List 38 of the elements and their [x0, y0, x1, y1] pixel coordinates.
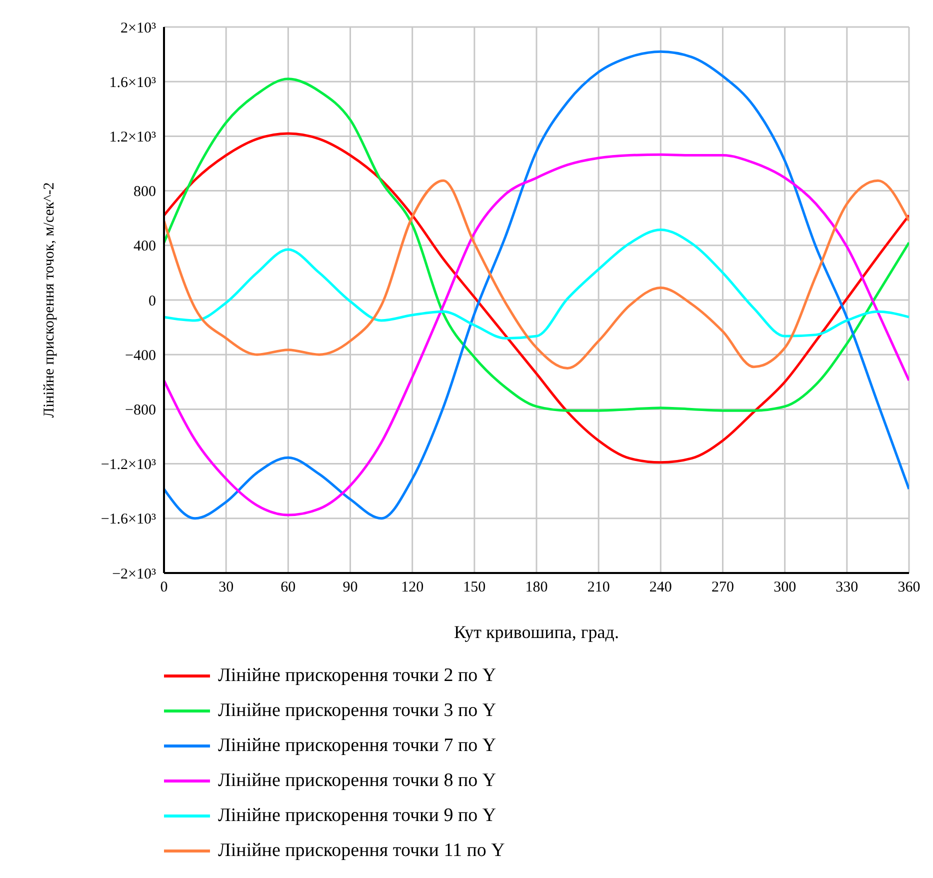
legend-label: Лінійне прискорення точки 9 по Y	[218, 804, 496, 826]
y-tick-label: 1.6×10³	[109, 74, 156, 91]
x-axis-title: Кут кривошипа, град.	[454, 622, 619, 642]
x-tick-label: 210	[587, 580, 610, 596]
line-series	[164, 50, 909, 520]
x-tick-label: 330	[836, 580, 858, 596]
y-tick-label: −2×10³	[112, 566, 156, 582]
y-tick-label: 400	[134, 238, 156, 255]
x-tick-label: 270	[712, 580, 734, 596]
y-tick-label: 800	[134, 184, 156, 200]
x-tick-label: 0	[160, 580, 168, 596]
x-tick-label: 150	[463, 580, 486, 596]
x-tick-label: 60	[280, 580, 296, 596]
line-series	[164, 228, 909, 340]
x-tick-label: 120	[401, 580, 424, 596]
legend-label: Лінійне прискорення точки 2 по Y	[218, 664, 496, 686]
y-tick-label: 2×10³	[120, 20, 156, 36]
line-series	[164, 132, 909, 464]
legend-label: Лінійне прискорення точки 11 по Y	[218, 840, 505, 862]
y-tick-label: 1.2×10³	[109, 130, 156, 146]
legend-label: Лінійне прискорення точки 7 по Y	[218, 734, 496, 756]
x-tick-label: 360	[898, 580, 920, 596]
line-series	[164, 179, 909, 370]
y-axis-title: Лінійне прискорення точок, м/сек^-2	[41, 182, 58, 418]
x-tick-label: 30	[218, 580, 234, 596]
y-tick-label: −800	[125, 402, 156, 419]
legend-label: Лінійне прискорення точки 8 по Y	[218, 770, 496, 792]
y-tick-label: −1.2×10³	[100, 457, 156, 474]
x-tick-label: 240	[649, 580, 672, 596]
y-tick-label: 0	[148, 293, 156, 310]
y-tick-label: −1.6×10³	[100, 512, 156, 528]
line-series	[164, 78, 909, 412]
x-tick-label: 180	[525, 580, 548, 596]
x-tick-label: 90	[342, 580, 358, 596]
x-tick-label: 300	[774, 580, 796, 596]
line-series	[164, 153, 909, 516]
y-tick-label: −400	[125, 348, 156, 364]
legend-label: Лінійне прискорення точки 3 по Y	[218, 700, 496, 722]
